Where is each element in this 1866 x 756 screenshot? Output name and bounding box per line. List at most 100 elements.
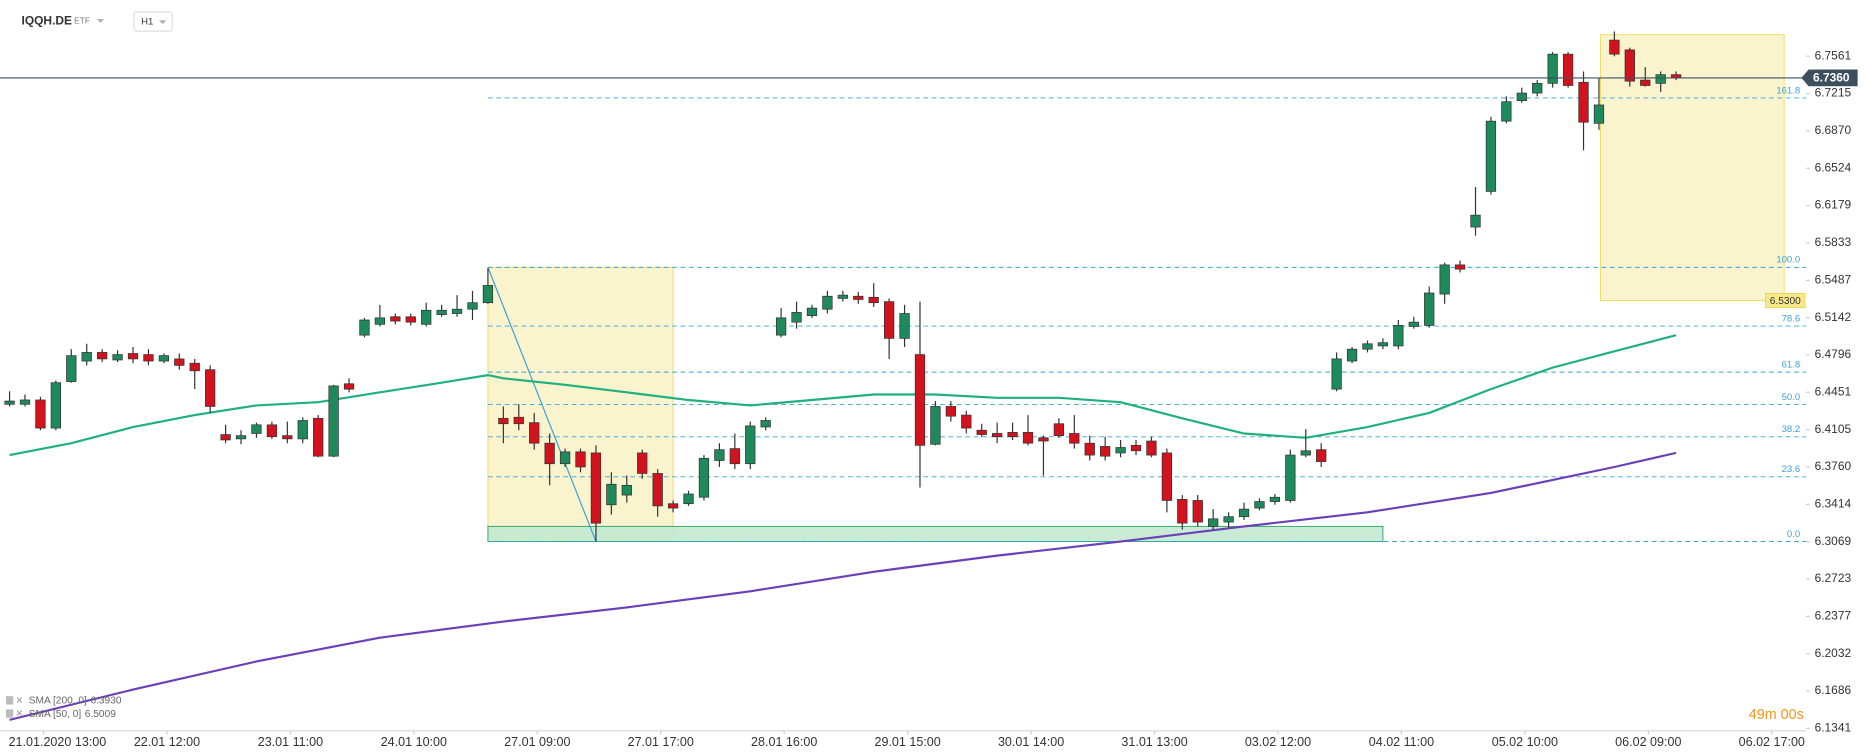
candle-body: [1223, 516, 1234, 523]
y-tick-label: 6.7561: [1815, 48, 1852, 62]
candle-timer: 49m 00s: [1749, 707, 1804, 723]
fib-level-label: 38.2: [1782, 424, 1801, 435]
candle-body: [482, 285, 494, 304]
candle-body: [1146, 440, 1157, 456]
candle-body: [143, 354, 154, 362]
zone-price-tag: [1765, 293, 1806, 309]
symbol[interactable]: IQQH.DE: [22, 14, 73, 28]
candle-body: [1269, 496, 1281, 502]
candle-body: [1007, 432, 1018, 438]
y-tick-label: 6.4796: [1815, 347, 1852, 361]
candle-body: [945, 406, 956, 417]
candle-body: [235, 435, 247, 440]
candle-body: [436, 309, 447, 315]
candle-body: [683, 493, 694, 505]
candle-body: [374, 317, 386, 325]
y-tick-label: 6.4105: [1815, 422, 1852, 436]
candle-body: [976, 429, 987, 435]
candle-body: [544, 442, 555, 465]
x-tick-label: 27.01 17:00: [628, 735, 694, 749]
candle-body: [1624, 49, 1635, 82]
candle-body: [1177, 499, 1188, 524]
candle-body: [1609, 39, 1620, 55]
candle-body: [883, 301, 895, 339]
candle-body: [66, 355, 77, 382]
candle-body: [1208, 518, 1219, 527]
y-tick-label: 6.2032: [1815, 646, 1852, 660]
candle-body: [97, 352, 108, 360]
candle-body: [1408, 321, 1419, 327]
interval-dropdown[interactable]: [159, 20, 167, 24]
candle-body: [1285, 454, 1296, 501]
candle-body: [359, 319, 370, 336]
candle-body: [1053, 423, 1065, 436]
y-tick-label: 6.1341: [1815, 721, 1852, 735]
legend-name: SMA [200, 0]: [29, 696, 87, 707]
candle-body: [806, 307, 818, 317]
candle-body: [451, 308, 463, 314]
y-tick-label: 6.3069: [1815, 534, 1852, 548]
symbol-dropdown[interactable]: [96, 19, 105, 23]
candle-body: [559, 451, 571, 465]
candle-body: [498, 417, 509, 425]
fib-level-label: 78.6: [1782, 313, 1801, 324]
y-tick-label: 6.2723: [1815, 571, 1852, 585]
candle-body: [1454, 264, 1466, 270]
candle-body: [205, 369, 216, 407]
interval[interactable]: H1: [141, 17, 153, 28]
candle-body: [637, 452, 648, 474]
x-tick-label: 04.02 11:00: [1369, 735, 1434, 749]
zone-price-tag-label: 6.5300: [1770, 296, 1801, 307]
candle-body: [1254, 501, 1265, 509]
current-price-tag: [1801, 69, 1858, 87]
zone: [1600, 34, 1785, 302]
candle-body: [81, 352, 92, 362]
candle-body: [1516, 92, 1527, 101]
legend-remove: ✕: [16, 709, 24, 720]
candle-body: [1362, 343, 1373, 350]
candle-body: [1485, 120, 1497, 192]
candle-body: [698, 457, 710, 498]
legend-icon: [5, 709, 14, 718]
legend-value: 6.5009: [85, 709, 116, 720]
candle-body: [421, 309, 432, 325]
candle-body: [189, 362, 200, 372]
candle-body: [621, 484, 632, 496]
y-tick-label: 6.6524: [1815, 160, 1852, 174]
x-tick-label: 06.02 17:00: [1739, 735, 1805, 749]
interval-button[interactable]: [133, 11, 173, 32]
candle-body: [899, 313, 910, 339]
legend-remove: ✕: [16, 695, 24, 706]
legend-value: 6.3930: [90, 696, 121, 707]
candles: [4, 31, 1682, 542]
candle-body: [1377, 342, 1389, 347]
candle-body: [127, 353, 139, 360]
candle-body: [822, 295, 833, 310]
x-tick-label: 23.01 11:00: [258, 735, 323, 749]
moving-averages: [9, 334, 1677, 721]
candle-body: [1022, 432, 1034, 444]
candle-body: [1439, 264, 1450, 295]
candle-body: [1593, 104, 1605, 124]
candle-body: [1084, 442, 1095, 456]
candle-body: [1161, 452, 1173, 501]
fib-level-label: 50.0: [1782, 392, 1801, 403]
candle-body: [1038, 437, 1049, 442]
y-tick-label: 6.5142: [1815, 310, 1852, 324]
y-tick-label: 6.5487: [1815, 272, 1852, 286]
y-tick-label: 6.3414: [1815, 497, 1852, 511]
fib-trend-line: [487, 267, 597, 542]
candle-body: [1238, 508, 1250, 518]
y-tick-label: 6.5833: [1815, 235, 1852, 249]
candle-body: [590, 452, 602, 524]
candle-body: [729, 448, 740, 465]
y-tick-label: 6.7215: [1815, 86, 1852, 100]
candle-body: [158, 355, 170, 362]
candle-body: [714, 449, 725, 461]
candle-body: [1470, 214, 1481, 228]
candle-body: [282, 435, 293, 440]
candle-body: [251, 424, 262, 434]
candle-body: [174, 358, 185, 366]
